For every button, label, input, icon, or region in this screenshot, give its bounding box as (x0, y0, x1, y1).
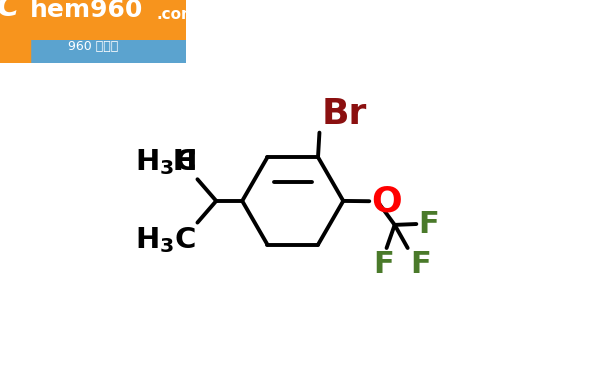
Text: C: C (0, 0, 19, 22)
Text: H: H (172, 148, 197, 176)
Text: $\mathdefault{H_3C}$: $\mathdefault{H_3C}$ (136, 147, 197, 177)
FancyBboxPatch shape (0, 0, 31, 66)
Text: O: O (371, 184, 402, 218)
Text: H: H (172, 148, 197, 176)
Text: Br: Br (322, 97, 367, 131)
Text: F: F (373, 250, 394, 279)
Text: F: F (419, 210, 439, 238)
Bar (0, 0, 186, 40)
Text: $\mathdefault{H_3C}$: $\mathdefault{H_3C}$ (136, 225, 197, 255)
Text: 960 化工网: 960 化工网 (68, 39, 118, 53)
Bar (0, 40, 186, 63)
Text: F: F (410, 250, 431, 279)
Text: hem960: hem960 (30, 0, 143, 22)
Text: .com: .com (156, 7, 197, 22)
